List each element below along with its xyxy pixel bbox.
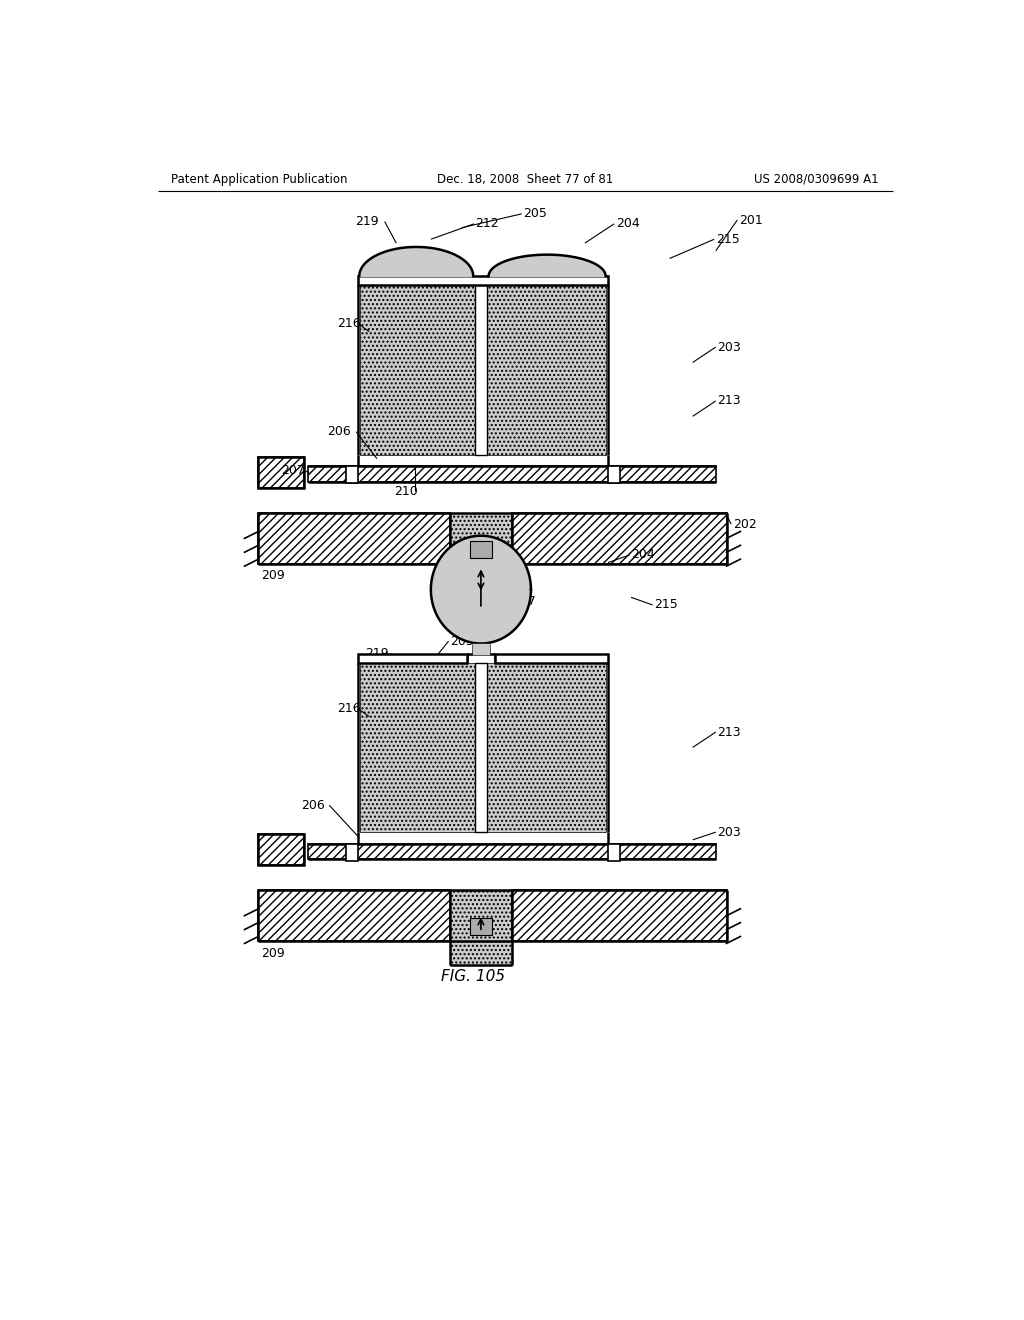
Text: 216: 216 xyxy=(337,702,360,715)
Text: 213: 213 xyxy=(717,726,741,739)
Bar xyxy=(258,834,304,866)
Bar xyxy=(451,512,512,587)
Text: 212: 212 xyxy=(475,218,499,231)
Polygon shape xyxy=(473,644,488,653)
Text: Patent Application Publication: Patent Application Publication xyxy=(171,173,347,186)
Bar xyxy=(357,276,608,285)
Bar xyxy=(470,541,492,558)
Text: 205: 205 xyxy=(451,635,474,648)
Text: 213: 213 xyxy=(717,395,741,408)
Bar xyxy=(470,919,492,936)
Bar xyxy=(307,843,716,859)
Bar xyxy=(475,663,487,832)
Text: 209: 209 xyxy=(261,946,286,960)
Bar xyxy=(512,512,727,564)
Text: 219: 219 xyxy=(366,647,389,660)
Bar xyxy=(451,890,512,965)
Text: 215: 215 xyxy=(654,598,678,611)
Text: 203: 203 xyxy=(717,341,741,354)
Bar xyxy=(608,466,620,483)
Bar xyxy=(258,890,451,941)
Bar xyxy=(360,285,605,455)
Bar xyxy=(495,653,608,663)
Bar xyxy=(258,834,304,866)
Bar xyxy=(475,285,487,455)
Bar xyxy=(346,843,357,861)
Text: 204: 204 xyxy=(615,218,639,231)
Bar xyxy=(360,663,605,832)
Text: 210: 210 xyxy=(394,484,418,498)
Bar xyxy=(307,466,716,482)
Text: 215: 215 xyxy=(716,232,739,246)
Text: 202: 202 xyxy=(733,517,757,531)
Text: 206: 206 xyxy=(301,799,326,812)
Text: 216: 216 xyxy=(337,317,360,330)
Text: 204: 204 xyxy=(631,548,654,561)
Bar xyxy=(258,457,304,488)
Text: 219: 219 xyxy=(355,215,379,228)
Text: 209: 209 xyxy=(261,569,286,582)
Text: 203: 203 xyxy=(717,825,741,838)
Bar xyxy=(512,890,727,941)
Text: 205: 205 xyxy=(523,207,547,220)
Bar xyxy=(258,457,304,488)
Text: 217: 217 xyxy=(512,594,536,607)
Bar xyxy=(346,466,357,483)
Text: 201: 201 xyxy=(739,214,763,227)
Text: 206: 206 xyxy=(327,425,350,438)
Bar xyxy=(357,653,467,663)
Polygon shape xyxy=(431,536,531,643)
Text: Dec. 18, 2008  Sheet 77 of 81: Dec. 18, 2008 Sheet 77 of 81 xyxy=(436,173,613,186)
Text: FIG. 104: FIG. 104 xyxy=(441,591,505,606)
Text: US 2008/0309699 A1: US 2008/0309699 A1 xyxy=(755,173,879,186)
Bar xyxy=(608,843,620,861)
Bar xyxy=(258,512,451,564)
Text: 207: 207 xyxy=(282,463,305,477)
Text: FIG. 105: FIG. 105 xyxy=(441,969,505,983)
